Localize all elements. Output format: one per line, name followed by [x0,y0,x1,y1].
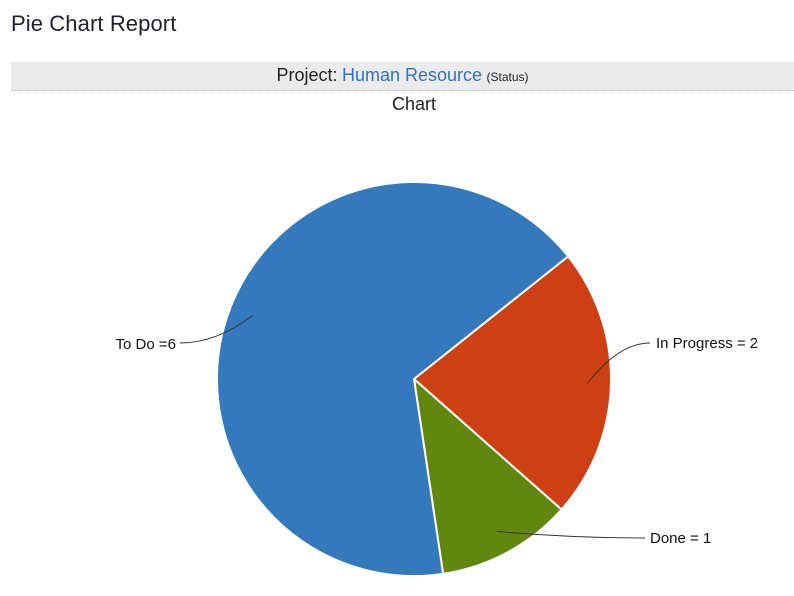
slice-label-in-progress: In Progress = 2 [656,335,758,352]
slice-label-to-do: To Do =6 [116,336,176,353]
project-name-link[interactable]: Human Resource [341,65,483,85]
project-label: Project: [276,65,338,85]
pie-slice-done[interactable] [413,378,563,575]
pie-leader-lines [179,315,651,539]
project-status-note: (Status) [486,70,529,84]
slice-label-done: Done = 1 [650,530,711,547]
chart-title: Chart [391,94,436,114]
leader-line-in-progress [586,342,651,384]
project-bar: Project: Human Resource (Status) [11,62,794,91]
page-title: Pie Chart Report [11,11,177,36]
pie-slice-to-do[interactable] [216,181,570,577]
pie-slice-in-progress[interactable] [413,255,612,511]
leader-line-done [496,530,646,539]
pie-labels: In Progress = 2 Done = 1 To Do =6 [116,335,759,547]
pie-slices [216,181,612,577]
leader-line-to-do [179,315,253,344]
